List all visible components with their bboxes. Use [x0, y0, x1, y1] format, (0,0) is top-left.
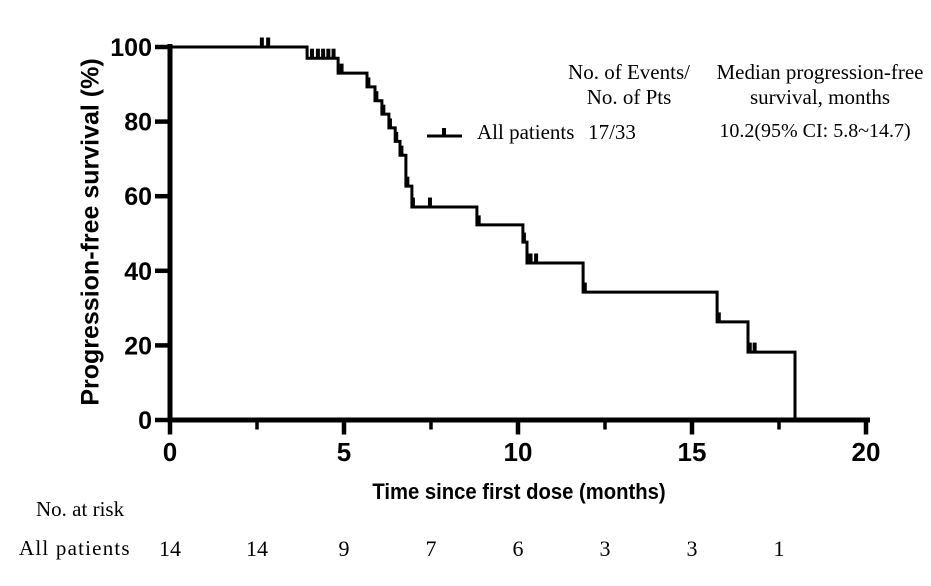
- legend-events-header-line1: No. of Events/: [568, 60, 690, 84]
- legend-events-header-line2: No. of Pts: [586, 85, 672, 109]
- y-axis-title: Progression-free survival (%): [76, 58, 105, 406]
- censor-tick-symbol: [427, 128, 462, 138]
- x-tick-label: 15: [678, 437, 707, 467]
- risk-value: 3: [599, 536, 611, 561]
- legend-events-header: No. of Events/ No. of Pts: [568, 60, 690, 110]
- y-tick-label: 80: [124, 109, 152, 137]
- risk-value: 3: [686, 536, 698, 561]
- y-tick-label: 0: [138, 407, 152, 435]
- risk-table-values: 14 14 9 7 6 3 3 1: [0, 536, 931, 568]
- x-axis-title: Time since first dose (months): [372, 479, 666, 504]
- y-tick-label: 20: [124, 332, 152, 360]
- risk-value: 9: [338, 536, 350, 561]
- legend-median-value: 10.2(95% CI: 5.8~14.7): [719, 120, 911, 142]
- risk-table-title: No. at risk: [36, 497, 125, 521]
- y-tick-label: 60: [124, 183, 152, 211]
- y-tick-label: 100: [110, 34, 152, 62]
- legend-series-label: All patients: [477, 120, 575, 144]
- y-tick-label: 40: [124, 258, 152, 286]
- risk-value: 14: [246, 536, 268, 561]
- legend-median-header-line1: Median progression-free: [716, 60, 924, 84]
- risk-table-row-label: All patients: [19, 536, 131, 560]
- legend-median-header-line2: survival, months: [749, 85, 890, 109]
- risk-value: 6: [512, 536, 524, 561]
- x-tick-label: 0: [163, 437, 177, 467]
- x-tick-label: 5: [337, 437, 351, 467]
- legend-events-value: 17/33: [588, 120, 636, 144]
- x-tick-label: 10: [504, 437, 533, 467]
- risk-value: 1: [773, 536, 785, 561]
- risk-value: 7: [425, 536, 437, 561]
- survival-curve: [170, 45, 797, 420]
- risk-value: 14: [159, 536, 181, 561]
- x-tick-label: 20: [852, 437, 881, 467]
- legend-median-header: Median progression-free survival, months: [716, 60, 923, 110]
